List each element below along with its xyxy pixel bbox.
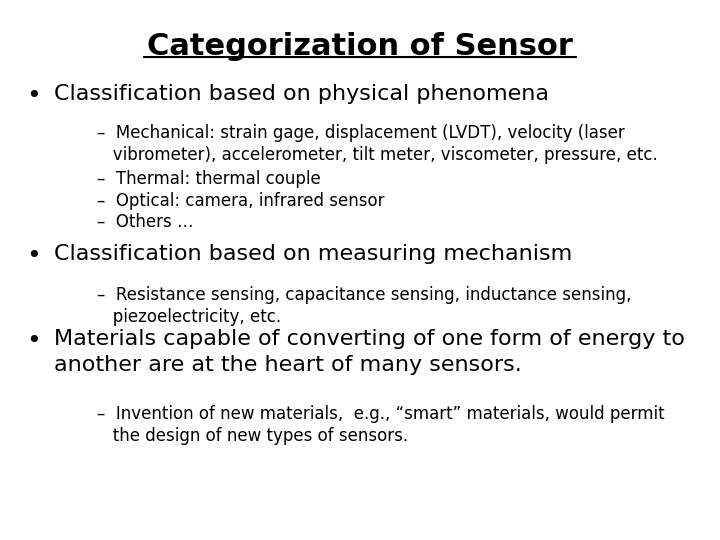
Text: Classification based on physical phenomena: Classification based on physical phenome… (54, 84, 549, 104)
Text: •: • (27, 84, 41, 107)
Text: –  Invention of new materials,  e.g., “smart” materials, would permit: – Invention of new materials, e.g., “sma… (97, 405, 665, 423)
Text: –  Mechanical: strain gage, displacement (LVDT), velocity (laser: – Mechanical: strain gage, displacement … (97, 124, 625, 142)
Text: Materials capable of converting of one form of energy to
another are at the hear: Materials capable of converting of one f… (54, 329, 685, 375)
Text: •: • (27, 244, 41, 268)
Text: •: • (27, 329, 41, 353)
Text: –  Others …: – Others … (97, 213, 194, 231)
Text: Categorization of Sensor: Categorization of Sensor (147, 32, 573, 62)
Text: –  Resistance sensing, capacitance sensing, inductance sensing,: – Resistance sensing, capacitance sensin… (97, 286, 631, 304)
Text: Classification based on measuring mechanism: Classification based on measuring mechan… (54, 244, 572, 264)
Text: piezoelectricity, etc.: piezoelectricity, etc. (97, 308, 282, 326)
Text: vibrometer), accelerometer, tilt meter, viscometer, pressure, etc.: vibrometer), accelerometer, tilt meter, … (97, 146, 658, 164)
Text: the design of new types of sensors.: the design of new types of sensors. (97, 427, 408, 444)
Text: –  Thermal: thermal couple: – Thermal: thermal couple (97, 170, 321, 188)
Text: –  Optical: camera, infrared sensor: – Optical: camera, infrared sensor (97, 192, 384, 210)
